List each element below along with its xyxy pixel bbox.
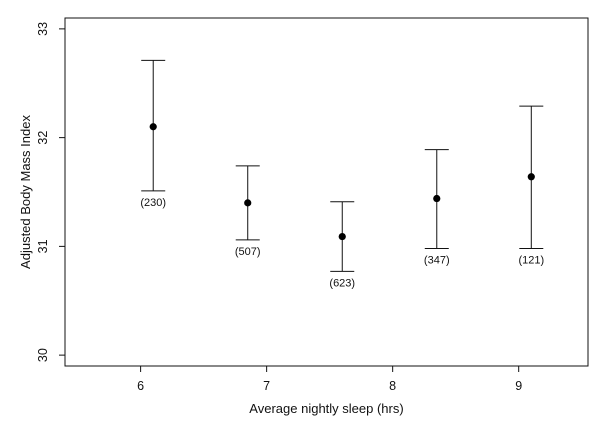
y-tick-label: 33 bbox=[36, 22, 50, 36]
x-tick-label: 7 bbox=[263, 379, 270, 393]
y-axis: 30 31 32 33 bbox=[36, 22, 65, 362]
data-point bbox=[433, 194, 441, 203]
y-tick-label: 31 bbox=[36, 239, 50, 253]
data-point-group: (347) bbox=[424, 149, 450, 267]
data-point bbox=[149, 123, 157, 131]
data-point-group: (121) bbox=[518, 105, 544, 267]
data-point bbox=[527, 173, 535, 181]
x-tick-label: 9 bbox=[515, 379, 522, 393]
sample-size-label: (623) bbox=[329, 277, 355, 289]
sample-size-label: (507) bbox=[235, 246, 261, 258]
x-axis: 6 7 8 9 bbox=[137, 366, 522, 393]
y-axis-title: Adjusted Body Mass Index bbox=[18, 115, 33, 269]
plot-frame bbox=[64, 17, 589, 367]
data-point-group: (230) bbox=[140, 59, 166, 209]
y-tick-label: 32 bbox=[36, 131, 50, 145]
data-point-group: (623) bbox=[329, 201, 355, 289]
plot-border bbox=[64, 17, 589, 367]
data-point-group: (507) bbox=[235, 165, 261, 258]
sample-size-label: (230) bbox=[140, 197, 166, 209]
data-series: (230) (507) (623) (347) (121) bbox=[140, 59, 544, 289]
sample-size-label: (347) bbox=[424, 255, 450, 267]
x-tick-label: 6 bbox=[137, 379, 144, 393]
data-point bbox=[338, 232, 346, 241]
y-tick-label: 30 bbox=[36, 348, 50, 362]
data-point bbox=[244, 199, 252, 207]
sample-size-label: (121) bbox=[518, 255, 544, 267]
x-axis-title: Average nightly sleep (hrs) bbox=[249, 401, 403, 416]
x-tick-label: 8 bbox=[389, 379, 396, 393]
